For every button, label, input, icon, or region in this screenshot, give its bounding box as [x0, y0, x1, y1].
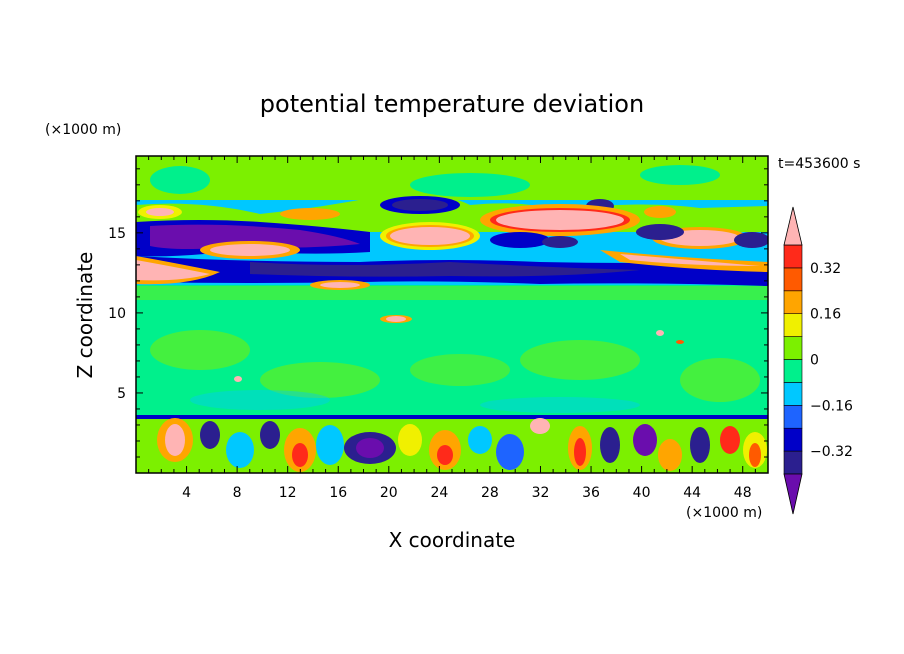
colorbar-tick-label: 0.32: [810, 261, 841, 277]
y-tick-label: 10: [108, 306, 126, 322]
x-tick-label: 36: [582, 485, 600, 501]
colorbar-segment: [783, 404, 803, 429]
y-axis-label: Z coordinate: [73, 252, 97, 379]
y-tick-label: 5: [117, 386, 126, 402]
colorbar-tick-label: 0: [810, 353, 819, 369]
colorbar-tick-label: 0.16: [810, 307, 841, 323]
colorbar: 0.32 0.16 0 −0.16 −0.32: [783, 206, 853, 515]
colorbar-segment: [783, 290, 803, 314]
x-axis-label: X coordinate: [389, 528, 516, 552]
x-tick-label: 28: [481, 485, 499, 501]
chart-title: potential temperature deviation: [260, 90, 644, 118]
x-tick-label: 44: [683, 485, 701, 501]
colorbar-segment: [783, 382, 803, 406]
colorbar-segment: [783, 244, 803, 269]
colorbar-min-arrow: [783, 473, 803, 515]
x-tick-label: 16: [329, 485, 347, 501]
x-tick-label: 20: [380, 485, 398, 501]
colorbar-segment: [783, 336, 803, 360]
x-tick-label: 40: [633, 485, 651, 501]
x-axis-ticks: 4 8 12 16 20 24 28 32 36 40 44 48: [148, 156, 756, 501]
time-label: t=453600 s: [778, 156, 860, 172]
x-tick-label: 12: [279, 485, 297, 501]
heatmap-field: [136, 156, 768, 473]
colorbar-segment: [783, 359, 803, 383]
colorbar-segment: [783, 267, 803, 292]
x-tick-label: 8: [233, 485, 242, 501]
colorbar-max-arrow: [783, 206, 803, 246]
colorbar-tick-label: −0.32: [810, 444, 853, 460]
colorbar-segment: [783, 427, 803, 452]
colorbar-tick-label: −0.16: [810, 398, 853, 414]
colorbar-segment: [783, 450, 803, 475]
x-tick-label: 48: [734, 485, 752, 501]
x-unit-label: (×1000 m): [686, 505, 762, 521]
y-tick-label: 15: [108, 226, 126, 242]
x-tick-label: 4: [182, 485, 191, 501]
x-tick-label: 32: [532, 485, 550, 501]
colorbar-segment: [783, 313, 803, 337]
y-unit-label: (×1000 m): [45, 122, 121, 138]
x-tick-label: 24: [430, 485, 448, 501]
y-axis-ticks: 5 10 15: [108, 168, 768, 458]
